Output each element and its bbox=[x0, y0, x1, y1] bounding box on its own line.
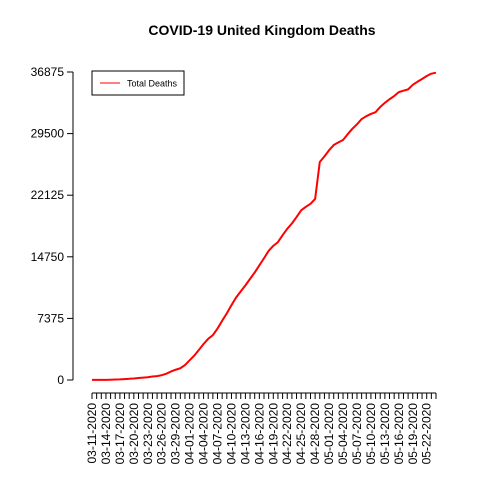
x-tick-label: 05-13-2020 bbox=[378, 403, 392, 465]
x-tick-label: 03-11-2020 bbox=[85, 403, 99, 464]
y-axis: 0 7375 14750 22125 29500 36875 bbox=[31, 65, 74, 387]
y-tick-label: 14750 bbox=[31, 250, 65, 264]
y-tick-label: 0 bbox=[57, 373, 64, 387]
x-tick-label: 05-19-2020 bbox=[406, 403, 420, 465]
x-tick-label: 04-13-2020 bbox=[238, 403, 252, 465]
x-tick-label: 04-04-2020 bbox=[197, 403, 211, 465]
x-tick-label: 04-25-2020 bbox=[294, 403, 308, 465]
x-tick-label: 04-28-2020 bbox=[308, 403, 322, 465]
x-tick-label: 03-23-2020 bbox=[141, 403, 155, 465]
chart-title: COVID-19 United Kingdom Deaths bbox=[148, 22, 375, 38]
x-tick-label: 04-10-2020 bbox=[224, 403, 238, 465]
x-tick-label: 03-26-2020 bbox=[155, 403, 169, 465]
y-tick-label: 29500 bbox=[31, 127, 65, 141]
x-tick-label: 03-14-2020 bbox=[99, 403, 113, 465]
x-tick-label: 03-17-2020 bbox=[113, 403, 127, 465]
x-tick-label: 05-10-2020 bbox=[364, 403, 378, 465]
x-tick-label: 05-07-2020 bbox=[350, 403, 364, 465]
x-tick-label: 04-01-2020 bbox=[183, 403, 197, 465]
series-line-total-deaths bbox=[92, 71, 437, 381]
x-tick-label: 05-01-2020 bbox=[322, 403, 336, 465]
x-tick-label: 04-19-2020 bbox=[266, 403, 280, 465]
x-tick-label: 05-22-2020 bbox=[420, 403, 434, 465]
y-tick-label: 22125 bbox=[31, 188, 65, 202]
x-axis: 03-11-2020 03-14-2020 03-17-2020 03-20-2020… bbox=[85, 392, 437, 465]
x-tick-label: 05-04-2020 bbox=[336, 403, 350, 465]
x-tick-label: 05-16-2020 bbox=[392, 403, 406, 465]
y-tick-label: 7375 bbox=[37, 311, 64, 325]
x-tick-label: 03-20-2020 bbox=[127, 403, 141, 465]
x-tick-label: 03-29-2020 bbox=[169, 403, 183, 465]
legend-label-total-deaths: Total Deaths bbox=[127, 79, 178, 89]
x-tick-label: 04-16-2020 bbox=[252, 403, 266, 465]
legend: Total Deaths bbox=[91, 70, 185, 96]
y-tick-label: 36875 bbox=[31, 65, 65, 79]
x-tick-label: 04-22-2020 bbox=[280, 403, 294, 465]
x-tick-label: 04-07-2020 bbox=[211, 403, 225, 465]
plot-series bbox=[92, 71, 437, 381]
